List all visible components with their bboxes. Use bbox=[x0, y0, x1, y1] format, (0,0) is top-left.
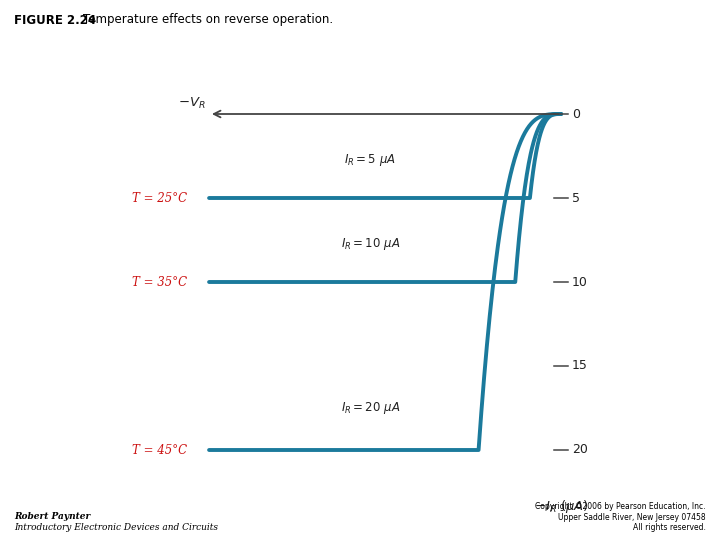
Text: Copyright ©2006 by Pearson Education, Inc.
Upper Saddle River, New Jersey 07458
: Copyright ©2006 by Pearson Education, In… bbox=[535, 502, 706, 532]
Text: Introductory Electronic Devices and Circuits: Introductory Electronic Devices and Circ… bbox=[14, 523, 218, 532]
Text: Temperature effects on reverse operation.: Temperature effects on reverse operation… bbox=[83, 14, 333, 26]
Text: T = 35°C: T = 35°C bbox=[132, 275, 187, 288]
Text: T = 45°C: T = 45°C bbox=[132, 443, 187, 456]
Text: 10: 10 bbox=[572, 275, 588, 288]
Text: 15: 15 bbox=[572, 360, 588, 373]
Text: $-I_R\ (\mu A)$: $-I_R\ (\mu A)$ bbox=[534, 498, 588, 515]
Text: T = 25°C: T = 25°C bbox=[132, 192, 187, 205]
Text: $I_R = 5\ \mu A$: $I_R = 5\ \mu A$ bbox=[344, 152, 397, 168]
Text: Robert Paynter: Robert Paynter bbox=[14, 512, 91, 521]
Text: $-V_R$: $-V_R$ bbox=[178, 96, 205, 111]
Text: $I_R = 10\ \mu A$: $I_R = 10\ \mu A$ bbox=[341, 236, 400, 252]
Text: FIGURE 2.24: FIGURE 2.24 bbox=[14, 14, 96, 26]
Text: 5: 5 bbox=[572, 192, 580, 205]
Text: 20: 20 bbox=[572, 443, 588, 456]
Text: 0: 0 bbox=[572, 107, 580, 120]
Text: $I_R = 20\ \mu A$: $I_R = 20\ \mu A$ bbox=[341, 400, 400, 416]
